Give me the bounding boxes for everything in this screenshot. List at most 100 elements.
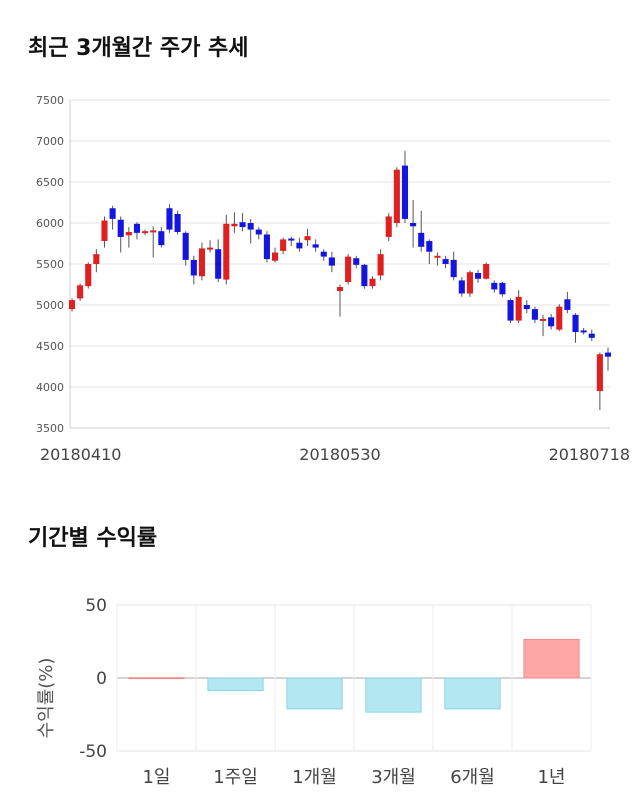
- bar-1: [128, 677, 185, 680]
- candle-body: [580, 330, 587, 333]
- candle-y-tick-label: 6500: [36, 176, 64, 189]
- candlestick-chart: 3500 4000 4500 5000 5500 6000 6500 7000 7500 201…: [36, 94, 630, 464]
- period-returns-title: 기간별 수익률: [28, 526, 158, 551]
- candle-y-axis: 3500 4000 4500 5000 5500 6000 6500 7000 7500: [36, 94, 610, 435]
- candle-body: [77, 285, 84, 299]
- candle-body: [288, 238, 295, 241]
- bar-x-tick-label: 6개월: [450, 767, 495, 788]
- candle-body: [377, 254, 384, 276]
- candle-body: [207, 247, 214, 250]
- candle-body: [150, 230, 157, 233]
- bar-marks: [128, 638, 580, 713]
- candle-body: [507, 300, 514, 321]
- candle-body: [450, 259, 457, 278]
- candle-body: [68, 300, 76, 310]
- candle-x-tick-label: 20180530: [299, 445, 380, 464]
- candle-body: [475, 273, 482, 279]
- bar-2: [207, 677, 264, 692]
- candle-body: [133, 223, 141, 233]
- candle-body: [109, 208, 116, 219]
- candle-body: [93, 254, 100, 264]
- candle-y-tick-label: 4000: [36, 381, 64, 394]
- bar-x-tick-label: 1개월: [292, 767, 337, 788]
- candle-body: [548, 317, 555, 327]
- bar-4: [365, 677, 422, 713]
- candle-y-tick-label: 7500: [36, 94, 64, 107]
- candle-body: [556, 306, 563, 330]
- candle-y-tick-label: 5000: [36, 299, 64, 312]
- candle-body: [361, 264, 368, 287]
- candle-body: [215, 249, 222, 279]
- candle-body: [255, 229, 262, 235]
- candle-x-tick-label: 20180718: [549, 445, 630, 464]
- candle-body: [515, 296, 522, 321]
- bar-y-axis: -50 0 50: [79, 596, 107, 762]
- bar-grid: [116, 604, 592, 752]
- candle-body: [353, 258, 360, 265]
- candle-body: [182, 232, 189, 260]
- bar-y-tick-label: -50: [79, 742, 107, 762]
- candle-body: [117, 219, 124, 237]
- candle-body: [296, 242, 303, 249]
- candle-body: [434, 255, 441, 258]
- candle-body: [166, 208, 173, 230]
- candle-x-axis: 20180410 20180530 20180718: [40, 445, 630, 464]
- candle-y-tick-label: 4500: [36, 340, 64, 353]
- candle-body: [418, 232, 425, 247]
- candle-body: [336, 286, 344, 292]
- bar-6: [523, 638, 580, 679]
- candle-body: [442, 259, 449, 264]
- bar-x-tick-label: 1일: [142, 767, 170, 788]
- candle-body: [223, 223, 230, 280]
- candle-body: [320, 251, 327, 257]
- candle-body: [466, 272, 473, 294]
- candle-body: [142, 231, 149, 234]
- candle-body: [280, 239, 287, 251]
- candle-body: [247, 223, 254, 230]
- candle-body: [190, 259, 197, 276]
- candle-y-tick-label: 7000: [36, 135, 64, 148]
- candle-body: [564, 299, 571, 310]
- candle-body: [239, 222, 246, 228]
- price-trend-title: 최근 3개월간 주가 추세: [28, 36, 249, 61]
- bar-y-tick-label: 50: [85, 596, 107, 616]
- candle-body: [125, 232, 132, 236]
- candle-body: [304, 236, 311, 241]
- candle-body: [588, 333, 595, 338]
- candle-body: [458, 280, 465, 294]
- candle-body: [312, 244, 319, 248]
- candle-body: [499, 282, 506, 295]
- returns-bar-chart: -50 0 50 1일 1주일 1개월 3개월 6개월 1년 수익률(%): [36, 596, 592, 788]
- candle-body: [393, 169, 400, 223]
- candle-x-tick-label: 20180410: [40, 445, 121, 464]
- candle-body: [345, 256, 352, 283]
- candle-grid: [70, 99, 610, 429]
- candle-body: [604, 352, 612, 357]
- candle-body: [426, 241, 433, 252]
- candle-body: [85, 264, 92, 287]
- candle-body: [410, 223, 417, 227]
- candle-body: [271, 252, 279, 261]
- bar-x-tick-label: 1주일: [213, 767, 258, 788]
- bar-x-axis: 1일 1주일 1개월 3개월 6개월 1년: [142, 767, 565, 788]
- candle-body: [369, 278, 376, 287]
- candle-body: [596, 354, 603, 392]
- candle-body: [531, 309, 538, 320]
- candle-body: [263, 234, 270, 260]
- candle-body: [231, 223, 238, 227]
- candle-body: [523, 305, 530, 310]
- bar-3: [286, 677, 343, 710]
- bar-y-tick-label: 0: [96, 669, 107, 689]
- bar-x-tick-label: 1년: [537, 767, 565, 788]
- candle-marks: [68, 150, 612, 410]
- candle-body: [483, 264, 490, 279]
- candle-y-tick-label: 5500: [36, 258, 64, 271]
- candle-body: [385, 216, 392, 237]
- candle-body: [401, 165, 409, 219]
- candle-body: [572, 314, 579, 333]
- candle-body: [101, 220, 108, 242]
- bar-y-axis-label: 수익률(%): [36, 658, 57, 739]
- candle-y-tick-label: 3500: [36, 422, 64, 435]
- bar-x-tick-label: 3개월: [371, 767, 416, 788]
- bar-5: [444, 677, 501, 710]
